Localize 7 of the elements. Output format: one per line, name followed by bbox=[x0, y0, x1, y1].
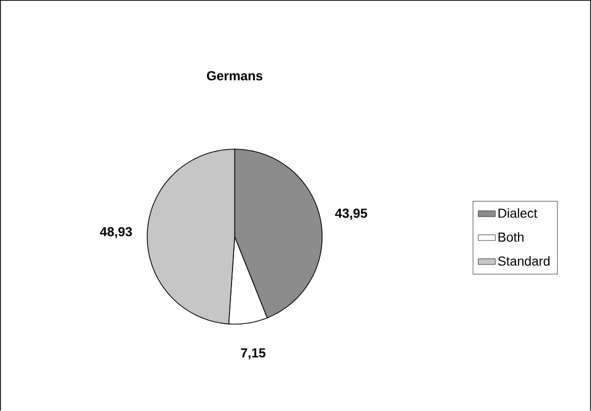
data-label: 43,95 bbox=[335, 208, 368, 220]
legend-label: Standard bbox=[498, 256, 550, 266]
legend-label: Both bbox=[498, 232, 524, 242]
legend-label: Dialect bbox=[498, 208, 538, 218]
chart-title: Germans bbox=[206, 71, 262, 80]
data-label: 7,15 bbox=[241, 348, 266, 360]
data-label: 48,93 bbox=[100, 227, 132, 238]
